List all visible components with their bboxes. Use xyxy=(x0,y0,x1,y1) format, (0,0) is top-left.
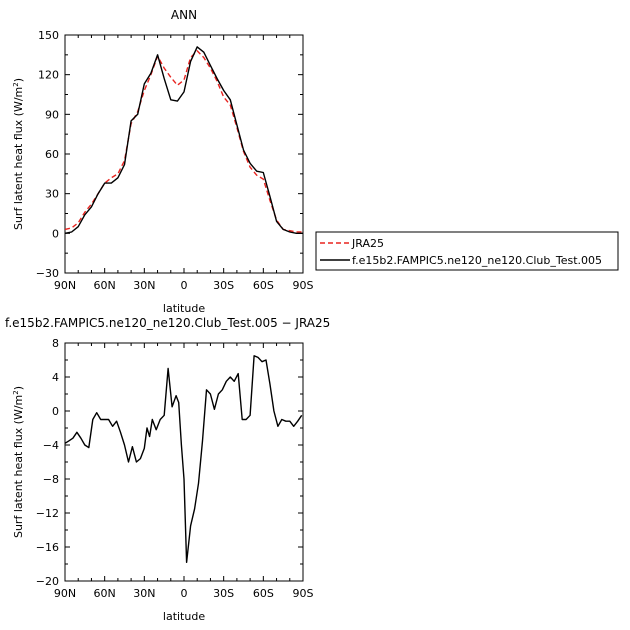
x-tick-label: 90S xyxy=(293,587,314,600)
x-tick-label: 60S xyxy=(253,587,274,600)
legend: JRA25 f.e15b2.FAMPIC5.ne120_ne120.Club_T… xyxy=(315,231,619,271)
bottom-x-ticks: 90N 60N 30N 0 30S 60S 90S xyxy=(54,343,314,600)
y-tick-label: −8 xyxy=(43,473,59,486)
y-tick-label: 60 xyxy=(45,148,59,161)
top-panel: ANN 90N 60N 30N 0 30S 60S 90S −30 0 30 60 90 120 150… xyxy=(12,8,619,315)
legend-label-jra25: JRA25 xyxy=(351,237,384,250)
y-tick-label: 150 xyxy=(38,29,59,42)
y-tick-label: −20 xyxy=(36,575,59,588)
top-chart-title: ANN xyxy=(171,8,197,22)
bottom-series-lines xyxy=(64,355,303,563)
legend-box xyxy=(315,231,619,271)
x-tick-label: 60N xyxy=(94,279,116,292)
x-tick-label: 30N xyxy=(133,279,155,292)
x-tick-label: 90N xyxy=(54,279,76,292)
bottom-chart-title: f.e15b2.FAMPIC5.ne120_ne120.Club_Test.00… xyxy=(5,316,330,330)
bottom-y-ticks: −20 −16 −12 −8 −4 0 4 8 xyxy=(36,337,303,588)
top-plot-frame xyxy=(64,34,304,274)
y-tick-label: 4 xyxy=(52,371,59,384)
x-tick-label: 30S xyxy=(213,587,234,600)
x-tick-label: 90S xyxy=(293,279,314,292)
top-series-lines xyxy=(64,46,303,235)
y-tick-label: 8 xyxy=(52,337,59,350)
top-series-line-1 xyxy=(64,46,303,235)
y-tick-label: 90 xyxy=(45,108,59,121)
top-y-axis-label: Surf latent heat flux (W/m2) xyxy=(12,78,25,230)
x-tick-label: 0 xyxy=(181,279,188,292)
top-x-axis-label: latitude xyxy=(163,302,205,315)
bottom-panel: f.e15b2.FAMPIC5.ne120_ne120.Club_Test.00… xyxy=(5,316,330,623)
top-series-line-0 xyxy=(64,50,303,233)
y-tick-label: −30 xyxy=(36,267,59,280)
bottom-y-axis-label: Surf latent heat flux (W/m2) xyxy=(12,386,25,538)
y-tick-label: −4 xyxy=(43,439,59,452)
bottom-x-axis-label: latitude xyxy=(163,610,205,623)
y-tick-label: 120 xyxy=(38,69,59,82)
y-tick-label: 30 xyxy=(45,188,59,201)
y-tick-label: 0 xyxy=(52,405,59,418)
x-tick-label: 30S xyxy=(213,279,234,292)
y-tick-label: −12 xyxy=(36,507,59,520)
y-tick-label: −16 xyxy=(36,541,59,554)
x-tick-label: 0 xyxy=(181,587,188,600)
bottom-series-line-0 xyxy=(64,355,303,563)
top-y-ticks: −30 0 30 60 90 120 150 xyxy=(36,29,303,280)
y-tick-label: 0 xyxy=(52,227,59,240)
x-tick-label: 30N xyxy=(133,587,155,600)
x-tick-label: 90N xyxy=(54,587,76,600)
bottom-plot-frame xyxy=(64,342,304,582)
legend-label-model: f.e15b2.FAMPIC5.ne120_ne120.Club_Test.00… xyxy=(352,254,602,267)
x-tick-label: 60S xyxy=(253,279,274,292)
top-x-ticks: 90N 60N 30N 0 30S 60S 90S xyxy=(54,35,314,292)
x-tick-label: 60N xyxy=(94,587,116,600)
